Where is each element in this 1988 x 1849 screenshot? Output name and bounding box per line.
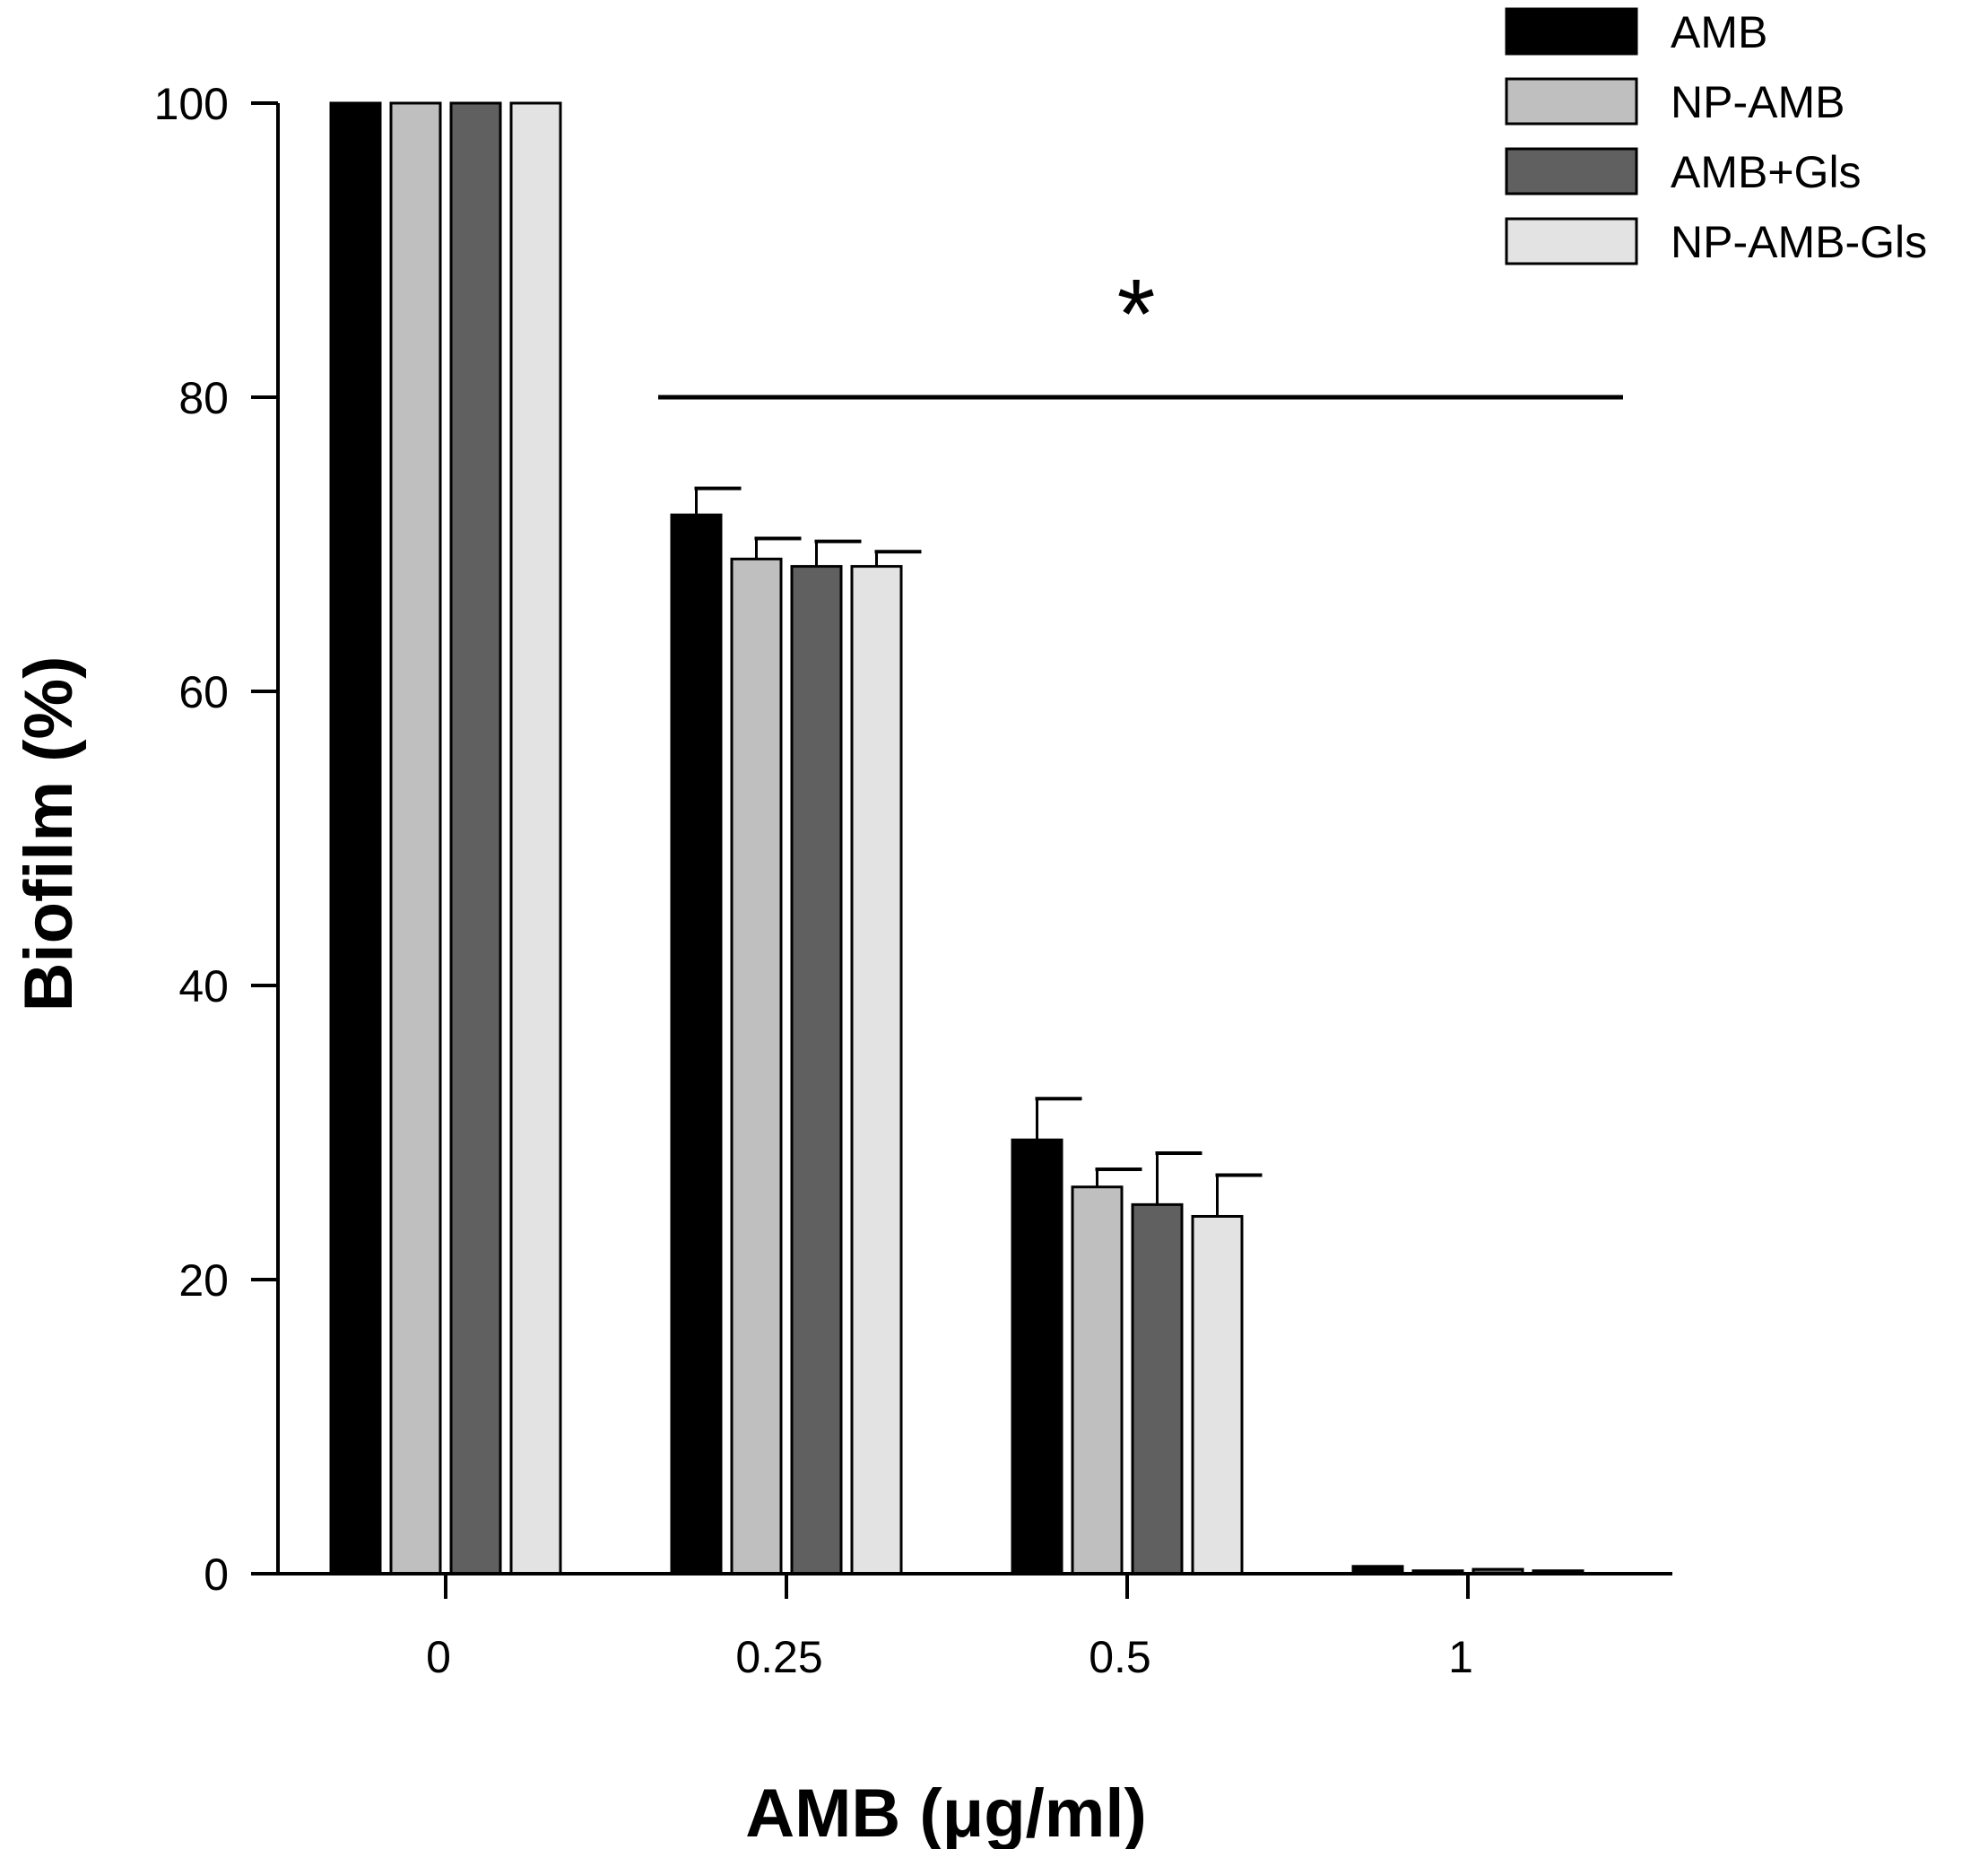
- ticks-layer: 0 20 40 60 80 100 0 0.25 0.5 1: [154, 79, 1473, 1682]
- bar-amb-gls-0: [449, 101, 502, 1576]
- bar-np-amb-gls-0: [509, 101, 562, 1576]
- x-axis-title: AMB (μg/ml): [745, 1775, 1147, 1849]
- y-axis-title: Biofilm (%): [11, 656, 87, 1012]
- bar-amb-0: [329, 101, 382, 1576]
- legend-label: NP-AMB-Gls: [1671, 217, 1927, 267]
- x-tick-label: 0.5: [1089, 1632, 1151, 1682]
- y-tick-label: 0: [204, 1550, 229, 1600]
- legend-swatch: [1505, 217, 1638, 265]
- legend-label: NP-AMB: [1671, 77, 1845, 127]
- significance-marker: *: [1117, 259, 1156, 369]
- x-tick-label: 1: [1448, 1632, 1473, 1682]
- legend: AMB NP-AMB AMB+Gls NP-AMB-Gls: [1505, 7, 1927, 267]
- legend-label: AMB: [1671, 7, 1767, 57]
- error-bars-layer: [694, 486, 1263, 1217]
- legend-swatch: [1505, 77, 1638, 126]
- bar-amb-gls-2: [1131, 1202, 1184, 1576]
- bar-np-amb-0: [389, 101, 442, 1576]
- x-tick-label: 0.25: [735, 1632, 822, 1682]
- bar-np-amb-gls-2: [1191, 1214, 1244, 1576]
- bar-amb-1: [670, 513, 723, 1576]
- y-tick-label: 20: [178, 1255, 229, 1306]
- bar-amb-2: [1011, 1138, 1063, 1576]
- legend-label: AMB+Gls: [1671, 147, 1862, 197]
- legend-swatch: [1505, 147, 1638, 195]
- bar-np-amb-2: [1071, 1185, 1124, 1576]
- x-tick-label: 0: [426, 1632, 451, 1682]
- bar-np-amb-gls-1: [850, 565, 903, 1576]
- axes-layer: [276, 103, 1672, 1576]
- bars-layer: [329, 101, 1584, 1576]
- y-tick-label: 40: [178, 961, 229, 1011]
- significance-annotation: *: [658, 259, 1623, 400]
- bar-amb-gls-1: [790, 565, 843, 1576]
- legend-swatch: [1505, 7, 1638, 56]
- y-tick-label: 60: [178, 667, 229, 717]
- bar-np-amb-1: [730, 557, 783, 1576]
- y-tick-label: 80: [178, 373, 229, 423]
- y-tick-label: 100: [154, 79, 229, 129]
